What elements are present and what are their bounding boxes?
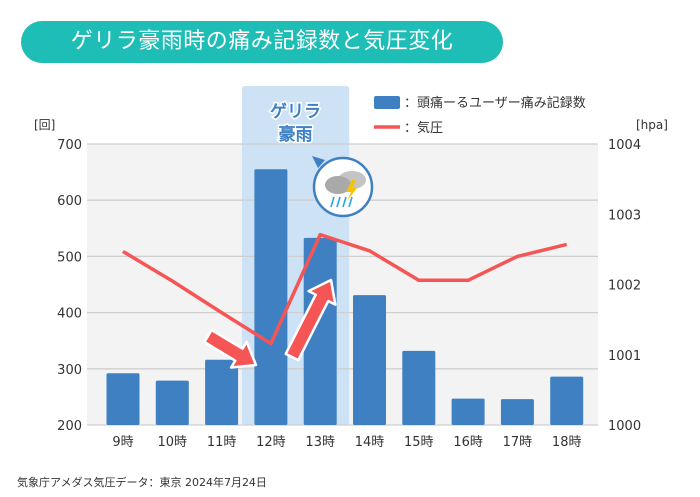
- x-tick-label: 10時: [158, 435, 188, 450]
- left-tick-label: 600: [57, 194, 82, 209]
- x-tick-label: 9時: [112, 435, 133, 450]
- bar-9時: [106, 373, 140, 425]
- legend-label-bar: ：頭痛ーるユーザー痛み記録数: [404, 95, 586, 111]
- thunderstorm-rain-icon: [312, 156, 374, 218]
- legend-label-line: ：気圧: [404, 120, 443, 136]
- left-tick-label: 700: [57, 138, 82, 153]
- right-tick-label: 1002: [608, 279, 641, 294]
- chart-title: ゲリラ豪雨時の痛み記録数と気圧変化: [21, 21, 503, 63]
- right-axis-label: [hpa]: [636, 118, 668, 132]
- x-tick-label: 13時: [305, 435, 335, 450]
- x-tick-label: 17時: [503, 435, 533, 450]
- arrow-shape: [284, 278, 337, 362]
- raindrop: [348, 196, 353, 208]
- left-axis-label: [回]: [34, 118, 55, 132]
- source-note: 気象庁アメダス気圧データ：東京 2024年7月24日: [17, 476, 267, 489]
- right-tick-label: 1003: [608, 208, 641, 223]
- bar-10時: [155, 380, 189, 425]
- x-tick-label: 18時: [552, 435, 582, 450]
- right-tick-label: 1000: [608, 419, 641, 434]
- bar-16時: [451, 398, 485, 425]
- raindrop: [342, 196, 347, 208]
- x-tick-label: 15時: [404, 435, 434, 450]
- x-tick-label: 16時: [453, 435, 483, 450]
- pressure-line: [122, 232, 568, 346]
- left-tick-label: 300: [57, 363, 82, 378]
- x-tick-label: 12時: [256, 435, 286, 450]
- cloud-front: [325, 176, 351, 194]
- arrow-shape: [203, 328, 258, 369]
- raindrop: [336, 196, 341, 208]
- x-tick-label: 11時: [207, 435, 237, 450]
- left-tick-label: 200: [57, 419, 82, 434]
- arrow-up-right-icon: [284, 278, 337, 362]
- bar-11時: [205, 359, 239, 425]
- raindrop: [330, 196, 335, 208]
- bar-12時: [254, 169, 288, 425]
- bubble-tail: [312, 156, 325, 168]
- highlight-label: ゲリラ: [270, 101, 321, 122]
- bar-14時: [353, 295, 386, 425]
- right-tick-label: 1001: [608, 349, 641, 364]
- left-tick-label: 400: [57, 307, 82, 322]
- legend-swatch-bar: [374, 96, 400, 109]
- bar-18時: [550, 376, 584, 425]
- highlight-label: 豪雨: [279, 124, 313, 145]
- bar-17時: [500, 399, 534, 425]
- arrow-down-right-icon: [203, 328, 258, 369]
- lightning: [346, 180, 357, 201]
- x-tick-label: 14時: [355, 435, 385, 450]
- left-tick-label: 500: [57, 250, 82, 265]
- bar-15時: [402, 350, 436, 425]
- right-tick-label: 1004: [608, 138, 641, 153]
